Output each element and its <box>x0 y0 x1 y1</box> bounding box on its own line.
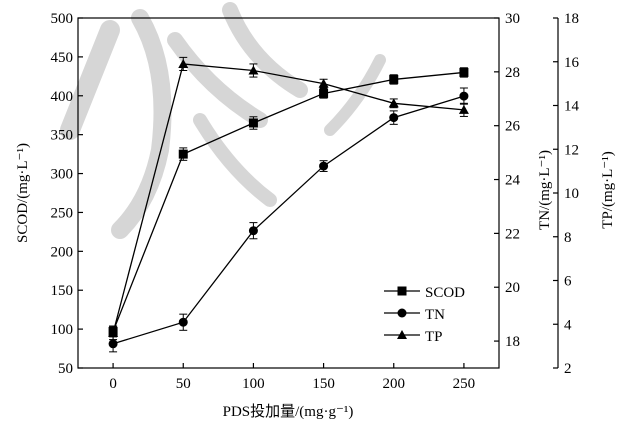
legend-label-scod: SCOD <box>425 285 465 301</box>
tp-axis-title: TP/(mg·L⁻¹) <box>600 151 616 228</box>
legend-marker-triangle <box>397 330 407 339</box>
data-point-square <box>389 74 399 84</box>
tp-tick-label: 18 <box>564 11 579 27</box>
left-tick-label: 450 <box>51 50 74 66</box>
data-point-square <box>248 118 258 128</box>
tn-tick-label: 30 <box>505 11 520 27</box>
tp-tick-label: 8 <box>564 230 572 246</box>
series-tp <box>108 56 469 341</box>
x-axis-title: PDS投加量/(mg·g⁻¹) <box>223 403 354 420</box>
data-point-square <box>319 88 329 98</box>
left-tick-label: 150 <box>51 283 74 299</box>
data-point-circle <box>319 161 329 171</box>
tp-tick-label: 4 <box>564 317 572 333</box>
x-tick-label: 150 <box>312 376 335 392</box>
x-tick-label: 50 <box>176 376 191 392</box>
series-layer <box>108 56 469 353</box>
series-scod <box>108 67 469 338</box>
legend: SCOD TN TP <box>384 285 465 345</box>
data-point-circle <box>178 317 188 327</box>
legend-item-tn: TN <box>384 307 445 323</box>
data-point-triangle <box>108 328 119 337</box>
data-point-triangle <box>248 65 259 75</box>
left-tick-label: 350 <box>51 128 74 144</box>
left-axis-title: SCOD/(mg·L⁻¹) <box>15 143 31 243</box>
tn-tick-label: 28 <box>505 65 520 81</box>
left-tick-label: 200 <box>51 244 74 260</box>
tn-axis-title: TN/(mg·L⁻¹) <box>537 150 553 230</box>
series-line <box>112 95 465 345</box>
tn-tick-label: 18 <box>505 334 520 350</box>
x-axis: 0 50 100 150 200 250 <box>109 363 475 392</box>
tn-tick-label: 20 <box>505 280 520 296</box>
left-axis: 50 100 150 200 250 300 350 400 450 500 <box>51 11 83 377</box>
x-tick-label: 250 <box>453 376 476 392</box>
tp-axis: 2 4 6 8 10 12 14 16 18 <box>553 11 580 377</box>
tp-tick-label: 16 <box>564 55 580 71</box>
left-tick-label: 100 <box>51 322 74 338</box>
data-point-circle <box>389 113 399 123</box>
legend-item-tp: TP <box>384 329 443 345</box>
plot-frame <box>77 17 500 369</box>
tp-tick-label: 10 <box>564 186 579 202</box>
data-point-circle <box>459 91 469 101</box>
data-point-square <box>459 67 469 77</box>
left-tick-label: 50 <box>58 361 73 377</box>
legend-marker-square <box>397 286 407 296</box>
data-point-triangle <box>388 98 399 108</box>
data-point-triangle <box>318 78 329 88</box>
x-tick-label: 200 <box>383 376 406 392</box>
x-tick-label: 0 <box>109 376 117 392</box>
data-point-triangle <box>178 58 189 68</box>
legend-label-tn: TN <box>425 307 445 323</box>
data-point-circle <box>108 339 118 349</box>
legend-label-tp: TP <box>425 329 443 345</box>
tp-tick-label: 2 <box>564 361 572 377</box>
tp-tick-label: 6 <box>564 274 572 290</box>
x-tick-label: 100 <box>242 376 265 392</box>
left-tick-label: 500 <box>51 11 74 27</box>
tn-tick-label: 26 <box>505 119 521 135</box>
left-tick-label: 250 <box>51 205 74 221</box>
data-point-square <box>178 149 188 159</box>
tp-tick-label: 14 <box>564 99 580 115</box>
data-point-circle <box>248 226 258 236</box>
watermark-logo <box>60 2 386 239</box>
tn-tick-label: 22 <box>505 226 520 242</box>
left-tick-label: 300 <box>51 167 74 183</box>
series-line <box>112 63 464 334</box>
tn-axis: 18 20 22 24 26 28 30 <box>494 11 521 350</box>
legend-item-scod: SCOD <box>384 285 465 301</box>
tn-tick-label: 24 <box>505 173 521 189</box>
data-point-triangle <box>458 104 469 114</box>
left-tick-label: 400 <box>51 89 74 105</box>
legend-marker-circle <box>397 308 407 318</box>
series-line <box>112 71 464 332</box>
tp-tick-label: 12 <box>564 142 579 158</box>
